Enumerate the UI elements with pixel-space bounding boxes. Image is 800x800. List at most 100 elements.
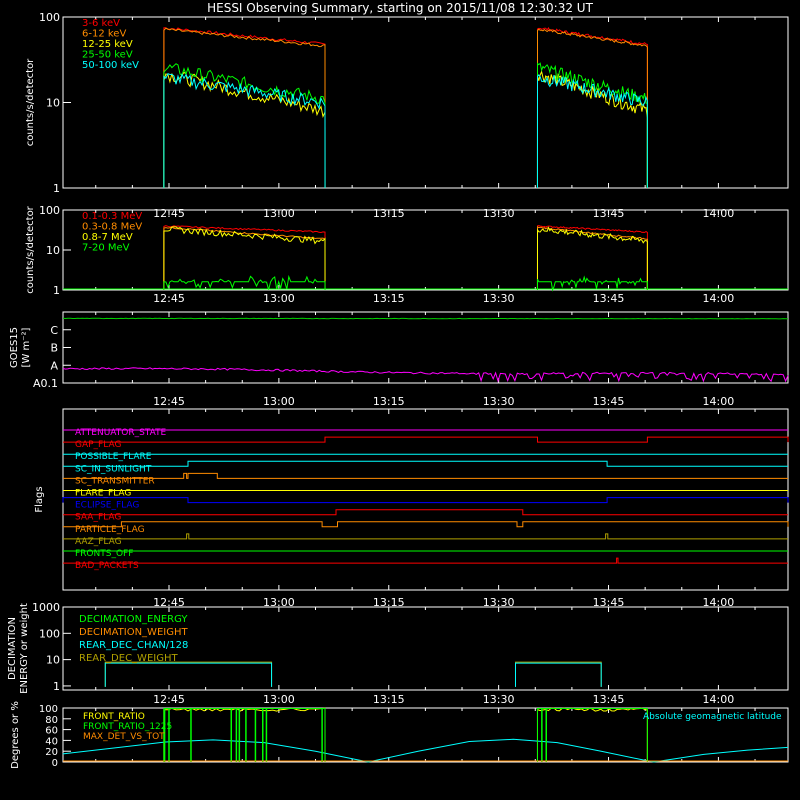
panel-flags-panel: 12:45 13:00 13:15 13:30 13:45 14:00 Flags ATTEN… (34, 408, 789, 609)
y-axis-label: Degrees or % (10, 701, 21, 769)
y-tick-label: 80 (45, 715, 58, 726)
y-axis-label: DECIMATION (7, 617, 18, 680)
x-tick-label: 13:00 (263, 292, 295, 305)
legend-entry: REAR_DEC_CHAN/128 (79, 640, 188, 651)
goes-short-line (62, 367, 789, 383)
series-line (163, 226, 326, 291)
series-line (536, 74, 648, 189)
y-tick-label: 10 (46, 97, 60, 110)
legend-entry: MAX_DET_VS_TOT (83, 732, 165, 742)
x-tick-label: 13:30 (483, 292, 515, 305)
legend-entry: 0.8-7 MeV (82, 232, 133, 243)
panel-high-energy-panel: 12:45 13:00 13:15 13:30 13:45 14:00 1 10 100coun… (25, 204, 789, 305)
x-tick-label: 13:15 (373, 596, 405, 609)
series-line (163, 71, 326, 189)
legend-entry: 25-50 keV (82, 50, 133, 61)
flag-label: SC_TRANSMITTER (75, 476, 155, 486)
x-tick-label: 12:45 (153, 596, 185, 609)
legend-entry: 6-12 keV (82, 29, 126, 40)
x-tick-label: 13:00 (263, 596, 295, 609)
y-tick-label: B (50, 342, 58, 355)
y-axis-label: counts/s/detector (25, 58, 36, 146)
series-line (163, 27, 326, 189)
y-tick-label: C (50, 324, 58, 337)
legend-entry: DECIMATION_WEIGHT (79, 627, 188, 638)
flag-line (63, 521, 789, 528)
flag-line (63, 436, 789, 443)
y-tick-label: A0.1 (33, 377, 58, 390)
x-tick-label: 13:45 (593, 693, 625, 706)
y-tick-label: 100 (39, 204, 60, 217)
series-line (163, 225, 326, 291)
y-tick-label: 1 (53, 284, 60, 297)
flag-line (63, 460, 788, 467)
series-line (163, 63, 326, 189)
y-tick-label: A (50, 359, 58, 372)
y-tick-label: 40 (45, 736, 58, 747)
flag-label: ECLIPSE_FLAG (75, 501, 139, 511)
legend-entry: 12-25 keV (82, 39, 133, 50)
flag-line (63, 472, 788, 479)
goes-long-line (62, 317, 789, 320)
legend-entry: 50-100 keV (82, 60, 139, 71)
series-line (536, 28, 648, 189)
front-ratio-1225-line (536, 708, 648, 762)
flag-label: GAP_FLAG (75, 440, 121, 450)
legend-entry: 0.3-0.8 MeV (82, 222, 142, 233)
series-line (536, 224, 648, 291)
x-tick-label: 13:45 (593, 596, 625, 609)
flag-label: AAZ_FLAG (75, 537, 122, 547)
flag-line (63, 533, 788, 540)
flag-label: FLARE_FLAG (75, 489, 131, 499)
flag-label: ATTENUATOR_STATE (75, 428, 167, 438)
y-tick-label: 0 (52, 758, 58, 769)
series-line (163, 73, 326, 189)
flag-label: FRONTS_OFF (75, 549, 133, 559)
series-line (536, 62, 648, 189)
flag-line (63, 557, 788, 564)
x-tick-label: 13:30 (483, 693, 515, 706)
series-line (536, 226, 648, 291)
decimation-step (104, 662, 273, 687)
y-tick-label: 10 (46, 654, 60, 667)
y-tick-label: 1 (53, 182, 60, 195)
flag-label: POSSIBLE_FLARE (75, 452, 152, 462)
y-tick-label: 60 (45, 726, 58, 737)
x-tick-label: 13:00 (263, 693, 295, 706)
x-tick-label: 14:00 (703, 693, 735, 706)
x-tick-label: 13:45 (593, 292, 625, 305)
flag-line (63, 509, 788, 516)
legend-entry: FRONT_RATIO_1225 (83, 722, 172, 732)
figure-title: HESSI Observing Summary, starting on 201… (207, 1, 593, 15)
panel-goes-panel: 12:45 13:00 13:15 13:30 13:45 14:00 A0.1 ABC GOE… (9, 311, 789, 408)
y-tick-label: 1 (53, 680, 60, 693)
x-tick-label: 12:45 (153, 395, 185, 408)
y-tick-label: 1000 (32, 601, 60, 614)
y-tick-label: 10 (46, 244, 60, 257)
y-tick-label: 100 (39, 627, 60, 640)
x-tick-label: 14:00 (703, 292, 735, 305)
flag-label: PARTICLE_FLAG (75, 525, 145, 535)
x-tick-label: 13:00 (263, 395, 295, 408)
x-tick-label: 12:45 (153, 693, 185, 706)
legend-entry: REAR_DEC_WEIGHT (79, 653, 178, 664)
y-tick-label: 20 (45, 747, 58, 758)
y-tick-label: 100 (39, 704, 58, 715)
legend-entry: 0.1-0.3 MeV (82, 211, 142, 222)
flag-label: SC_IN_SUNLIGHT (75, 464, 152, 474)
legend-entry: 7-20 MeV (82, 243, 130, 254)
panel-decimation-panel: 12:45 13:00 13:15 13:30 13:45 14:00 1 10 100 1000… (7, 601, 789, 706)
flag-label: SAA_FLAG (75, 513, 121, 523)
series-line (536, 275, 648, 292)
x-tick-label: 13:15 (373, 693, 405, 706)
series-line (536, 226, 648, 291)
x-tick-label: 13:15 (373, 395, 405, 408)
x-tick-label: 13:45 (593, 395, 625, 408)
y-tick-label: 100 (39, 11, 60, 24)
series-line (163, 226, 326, 291)
y-axis-unit: [W m⁻²] (21, 327, 32, 367)
x-tick-label: 13:30 (483, 596, 515, 609)
flag-line (62, 497, 789, 504)
